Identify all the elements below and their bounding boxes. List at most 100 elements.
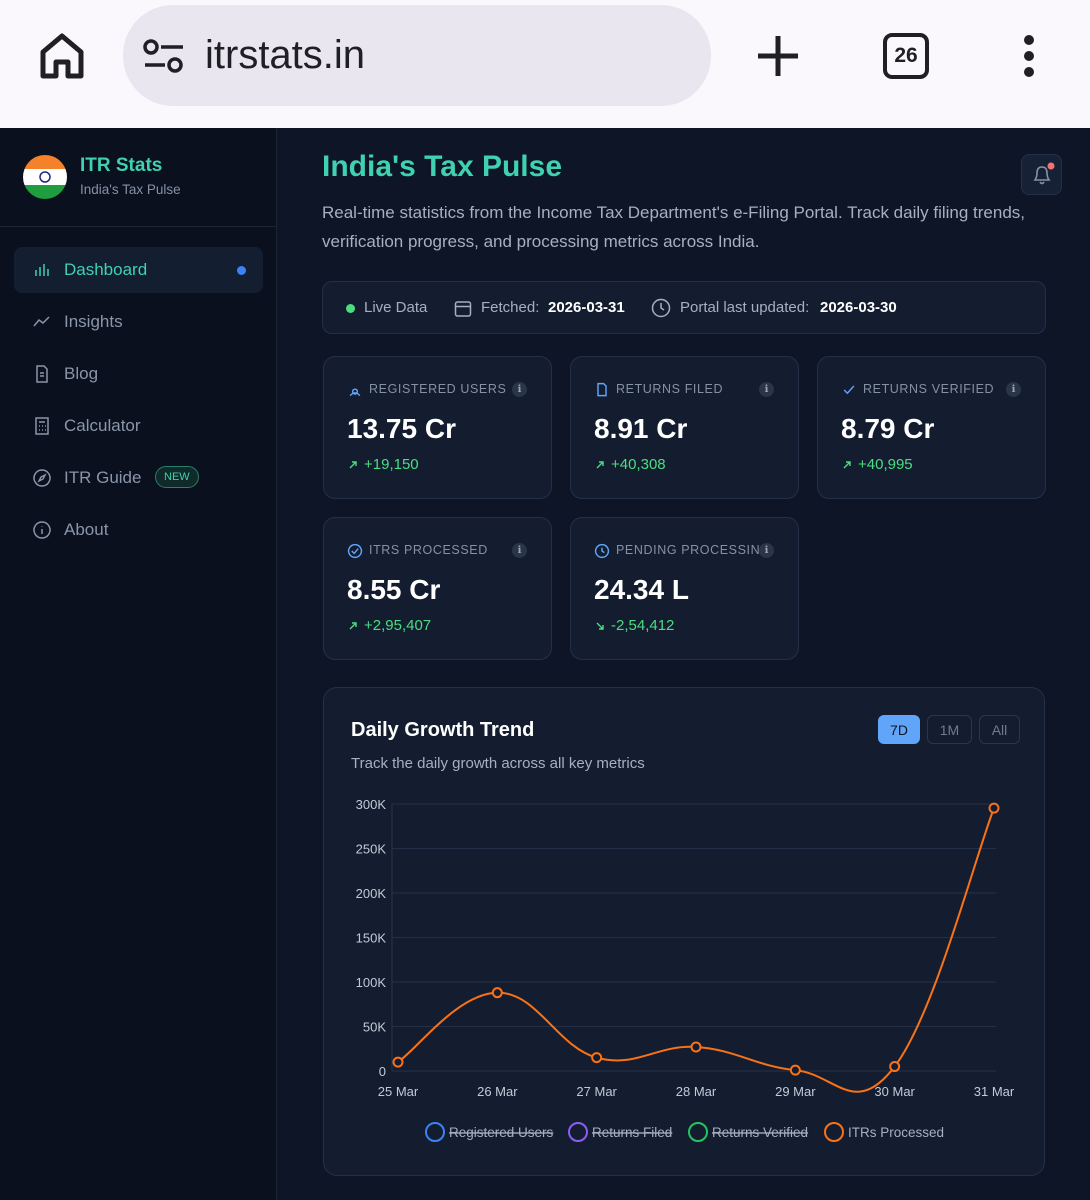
chart-card: Daily Growth Trend Track the daily growt… bbox=[323, 687, 1045, 1176]
x-tick-label: 29 Mar bbox=[775, 1084, 816, 1099]
nav-icon-path bbox=[36, 365, 48, 383]
trend-arrow-path bbox=[349, 461, 357, 469]
stat-icon bbox=[347, 543, 363, 559]
stat-label: RETURNS FILED bbox=[616, 382, 724, 396]
stat-icon-path bbox=[349, 388, 361, 397]
x-tick-label: 27 Mar bbox=[576, 1084, 617, 1099]
clock-icon bbox=[651, 298, 671, 318]
nav-item[interactable]: Insights bbox=[14, 299, 263, 345]
new-tab-icon[interactable] bbox=[756, 34, 800, 78]
url-text: itrstats.in bbox=[205, 33, 366, 77]
stat-icon-path bbox=[843, 385, 855, 395]
info-icon[interactable]: ℹ bbox=[1006, 382, 1021, 397]
nav-icon bbox=[33, 316, 50, 327]
nav-label: ITR Guide bbox=[64, 468, 142, 487]
stat-label: PENDING PROCESSING bbox=[616, 543, 771, 557]
nav-icon bbox=[33, 469, 51, 487]
trend-arrow-path bbox=[349, 622, 357, 630]
trend-arrow-path bbox=[843, 461, 851, 469]
nav-icon-path bbox=[35, 417, 49, 435]
trend-arrow bbox=[596, 461, 604, 469]
nav-item[interactable]: Calculator bbox=[14, 403, 263, 449]
menu-icon[interactable] bbox=[1019, 34, 1039, 80]
legend-swatch bbox=[824, 1122, 844, 1142]
legend-swatch bbox=[568, 1122, 588, 1142]
nav-icon-path bbox=[33, 469, 51, 487]
stat-card: ITRS PROCESSED ℹ 8.55 Cr +2,95,407 bbox=[323, 517, 552, 660]
nav-item[interactable]: Dashboard bbox=[14, 247, 263, 293]
stat-icon bbox=[843, 385, 855, 395]
nav-icon-path bbox=[35, 264, 49, 276]
stat-label: REGISTERED USERS bbox=[369, 382, 507, 396]
info-icon[interactable]: ℹ bbox=[759, 543, 774, 558]
trend-arrow-path bbox=[596, 461, 604, 469]
calendar-icon bbox=[454, 301, 472, 317]
active-dot bbox=[237, 266, 246, 275]
nav-label: Dashboard bbox=[64, 260, 148, 279]
info-icon[interactable]: ℹ bbox=[512, 543, 527, 558]
nav-badge: NEW bbox=[155, 466, 199, 488]
nav-item[interactable]: About bbox=[14, 507, 263, 553]
main: India's Tax Pulse Real-time statistics f… bbox=[278, 128, 1090, 1200]
y-tick-label: 100K bbox=[356, 975, 387, 990]
range-button[interactable]: 1M bbox=[927, 715, 972, 744]
data-point bbox=[789, 1064, 801, 1076]
legend-label: Returns Verified bbox=[712, 1125, 808, 1140]
x-tick-label: 31 Mar bbox=[974, 1084, 1015, 1099]
legend-label: Returns Filed bbox=[592, 1125, 672, 1140]
y-tick-label: 200K bbox=[356, 886, 387, 901]
browser-bar: itrstats.in 26 bbox=[0, 0, 1090, 128]
trend-arrow bbox=[596, 622, 604, 630]
updated-date: 2026-03-30 bbox=[820, 299, 897, 316]
brand: ITR Stats bbox=[80, 155, 163, 176]
y-tick-label: 300K bbox=[356, 797, 387, 812]
stat-icon-path bbox=[594, 543, 610, 559]
chart-subtitle: Track the daily growth across all key me… bbox=[351, 755, 645, 772]
stat-value: 8.79 Cr bbox=[841, 413, 935, 444]
nav-icon-path bbox=[33, 521, 51, 539]
y-tick-label: 150K bbox=[356, 931, 387, 946]
stat-value: 24.34 L bbox=[594, 574, 689, 605]
sidebar: ITR Stats India's Tax Pulse Dashboard Ins… bbox=[0, 128, 277, 1200]
nav-item[interactable]: Blog bbox=[14, 351, 263, 397]
x-tick-label: 28 Mar bbox=[676, 1084, 717, 1099]
stat-label: RETURNS VERIFIED bbox=[863, 382, 995, 396]
nav-label: Insights bbox=[64, 312, 123, 331]
logo bbox=[23, 155, 67, 199]
nav-label: Calculator bbox=[64, 416, 141, 435]
stat-value: 8.91 Cr bbox=[594, 413, 688, 444]
bell-icon bbox=[1033, 162, 1055, 185]
fetched-date: 2026-03-31 bbox=[548, 299, 625, 316]
x-tick-label: 25 Mar bbox=[378, 1084, 419, 1099]
stat-label: ITRS PROCESSED bbox=[369, 543, 488, 557]
notification-button[interactable] bbox=[1021, 154, 1062, 195]
stat-card: REGISTERED USERS ℹ 13.75 Cr +19,150 bbox=[323, 356, 552, 499]
stat-icon-path bbox=[597, 382, 607, 397]
home-icon[interactable] bbox=[38, 32, 86, 80]
info-icon[interactable]: ℹ bbox=[759, 382, 774, 397]
x-tick-label: 30 Mar bbox=[874, 1084, 915, 1099]
stat-icon bbox=[594, 543, 610, 559]
tab-count[interactable]: 26 bbox=[883, 33, 929, 79]
info-icon[interactable]: ℹ bbox=[512, 382, 527, 397]
url-bar[interactable]: itrstats.in bbox=[123, 5, 711, 106]
nav-icon bbox=[35, 264, 49, 276]
range-button[interactable]: 7D bbox=[878, 715, 920, 744]
range-button[interactable]: All bbox=[979, 715, 1020, 744]
stat-icon bbox=[349, 388, 361, 397]
chart-title: Daily Growth Trend bbox=[351, 719, 535, 741]
nav-item[interactable]: ITR Guide NEW bbox=[14, 455, 263, 501]
stat-change: +40,995 bbox=[858, 456, 913, 473]
live-dot bbox=[346, 304, 355, 313]
stat-change: +2,95,407 bbox=[364, 617, 432, 634]
legend-swatch bbox=[425, 1122, 445, 1142]
stat-change: -2,54,412 bbox=[611, 617, 675, 634]
stat-card: RETURNS VERIFIED ℹ 8.79 Cr +40,995 bbox=[817, 356, 1046, 499]
stat-card: RETURNS FILED ℹ 8.91 Cr +40,308 bbox=[570, 356, 799, 499]
data-point bbox=[690, 1041, 702, 1053]
data-point bbox=[491, 987, 503, 999]
live-label: Live Data bbox=[364, 299, 428, 316]
data-point bbox=[591, 1052, 603, 1064]
tagline: India's Tax Pulse bbox=[80, 182, 181, 197]
